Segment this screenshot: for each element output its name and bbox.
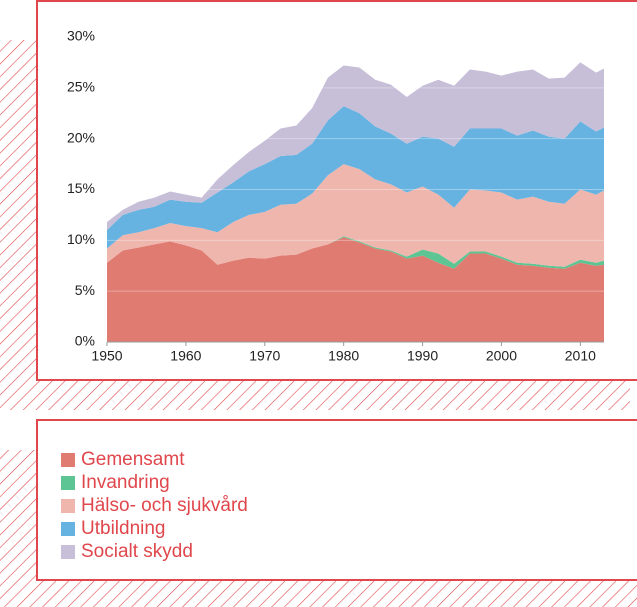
x-tick-label: 2010: [565, 348, 596, 364]
area: [107, 164, 604, 267]
y-tick-label: 0%: [75, 333, 95, 349]
y-tick-label: 25%: [67, 79, 95, 95]
area: [107, 106, 604, 249]
plot: 0% 5% 10% 15% 20% 25% 30% 1950 1960 1970 1980 1990 2…: [67, 28, 604, 364]
legend-frame: [36, 419, 637, 581]
legend-label: Socialt skydd: [81, 541, 193, 562]
x-tick-label: 1980: [328, 348, 359, 364]
y-tick-label: 15%: [67, 180, 95, 196]
y-tick-label: 30%: [67, 28, 95, 44]
x-tick-label: 1950: [91, 348, 122, 364]
hatch: [0, 40, 37, 380]
area: [107, 237, 604, 342]
x-tick-label: 1970: [249, 348, 280, 364]
legend-label: Invandring: [81, 472, 170, 493]
y-tick-label: 5%: [75, 282, 95, 298]
legend-swatch: [61, 453, 75, 467]
legend-swatch: [61, 545, 75, 559]
y-tick-label: 20%: [67, 129, 95, 145]
area: [107, 62, 604, 231]
legend-label: Utbildning: [81, 518, 166, 539]
legend-label: Gemensamt: [81, 449, 185, 470]
y-tick-label: 10%: [67, 231, 95, 247]
legend-swatch: [61, 476, 75, 490]
hatch: [0, 450, 37, 580]
x-tick-label: 1960: [170, 348, 201, 364]
hatch: [0, 580, 637, 607]
legend-swatch: [61, 522, 75, 536]
legend-swatch: [61, 499, 75, 513]
x-tick-label: 2000: [486, 348, 517, 364]
x-tick-label: 1990: [407, 348, 438, 364]
hatch: [0, 380, 630, 410]
legend-label: Hälso- och sjukvård: [81, 495, 248, 516]
